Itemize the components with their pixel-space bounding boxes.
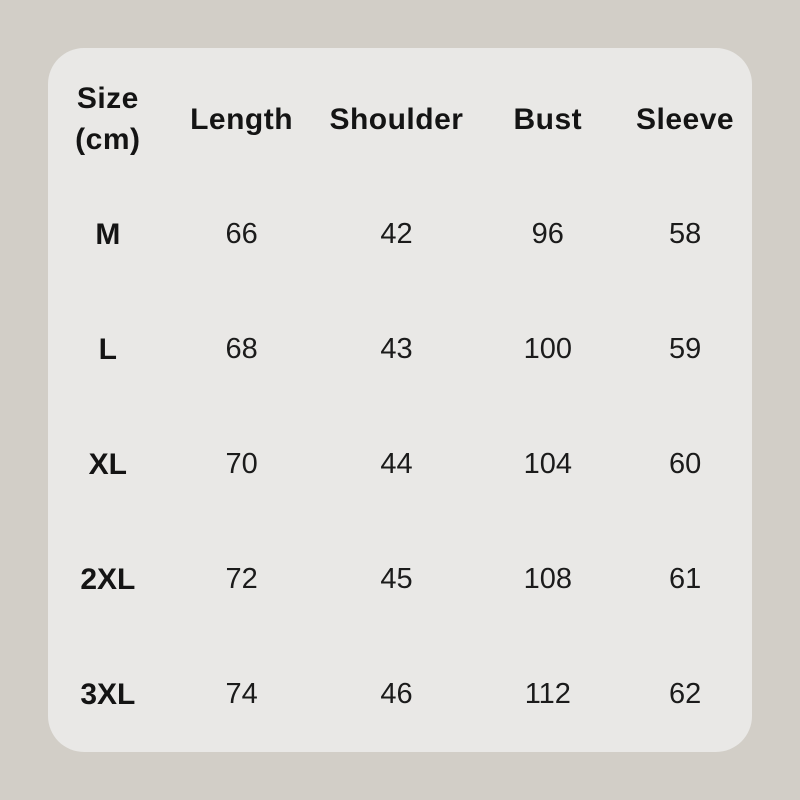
cell-length: 70: [225, 448, 258, 480]
column-header-bust: Bust: [513, 102, 583, 136]
size-chart-card: Size (cm) Length Shoulder Bust Sleeve M …: [48, 48, 752, 752]
column-header-size: Size (cm): [48, 62, 168, 177]
row-size-label: L: [98, 332, 117, 366]
size-header-line1: Size: [76, 82, 139, 115]
cell-bust: 112: [524, 678, 571, 710]
row-size-label: 3XL: [80, 677, 136, 711]
row-size-label: XL: [88, 447, 127, 481]
cell-sleeve: 60: [668, 448, 702, 480]
cell-shoulder: 44: [380, 448, 413, 480]
size-chart-table: Size (cm) Length Shoulder Bust Sleeve M …: [48, 62, 752, 752]
cell-shoulder: 46: [380, 678, 413, 710]
row-size-label: M: [95, 217, 121, 251]
cell-bust: 96: [531, 218, 564, 250]
cell-bust: 100: [523, 333, 572, 365]
cell-length: 74: [225, 678, 258, 710]
cell-shoulder: 42: [380, 218, 413, 250]
cell-sleeve: 58: [668, 218, 702, 250]
cell-sleeve: 59: [668, 333, 702, 365]
column-header-length: Length: [190, 102, 294, 136]
cell-sleeve: 61: [668, 563, 702, 595]
size-header-line2: (cm): [75, 122, 141, 156]
cell-length: 68: [225, 333, 258, 365]
cell-shoulder: 45: [380, 563, 413, 595]
cell-length: 72: [225, 563, 258, 595]
cell-length: 66: [225, 218, 258, 250]
cell-shoulder: 43: [380, 333, 413, 365]
cell-bust: 108: [523, 563, 572, 595]
row-size-label: 2XL: [80, 562, 136, 596]
cell-bust: 104: [523, 448, 572, 480]
cell-sleeve: 62: [668, 678, 702, 710]
column-header-sleeve: Sleeve: [636, 102, 735, 136]
column-header-shoulder: Shoulder: [329, 102, 464, 136]
